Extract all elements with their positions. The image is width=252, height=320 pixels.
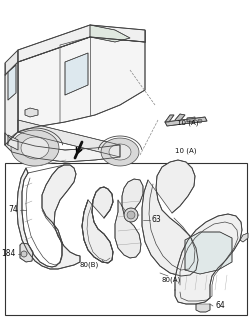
Bar [5, 163, 247, 315]
Polygon shape [124, 208, 138, 222]
Polygon shape [165, 117, 207, 126]
Polygon shape [115, 179, 143, 258]
Polygon shape [82, 187, 113, 263]
Polygon shape [101, 138, 139, 166]
Polygon shape [175, 214, 242, 304]
Polygon shape [142, 160, 198, 276]
Polygon shape [8, 65, 16, 100]
Text: 10 (A): 10 (A) [177, 120, 199, 126]
Polygon shape [175, 114, 185, 121]
Polygon shape [127, 211, 135, 219]
Polygon shape [196, 304, 210, 312]
Polygon shape [21, 251, 27, 257]
Polygon shape [11, 130, 59, 166]
Polygon shape [185, 232, 232, 274]
Text: 74: 74 [8, 205, 18, 214]
Polygon shape [25, 108, 38, 117]
Polygon shape [20, 243, 33, 262]
Text: 184: 184 [2, 250, 16, 259]
Text: 63: 63 [152, 215, 162, 225]
Polygon shape [165, 115, 174, 122]
Polygon shape [18, 25, 145, 62]
Polygon shape [18, 37, 145, 132]
Text: 64: 64 [215, 301, 225, 310]
Polygon shape [21, 137, 49, 159]
Polygon shape [5, 62, 18, 145]
Polygon shape [240, 233, 248, 242]
Polygon shape [8, 135, 18, 150]
Text: 80(A): 80(A) [162, 277, 181, 283]
Polygon shape [187, 117, 195, 122]
Polygon shape [109, 144, 131, 160]
Polygon shape [5, 133, 120, 162]
Polygon shape [90, 25, 130, 42]
Text: 10 (A): 10 (A) [175, 148, 197, 154]
Text: 80(B): 80(B) [80, 262, 99, 268]
Polygon shape [17, 165, 80, 269]
Polygon shape [198, 119, 202, 123]
Polygon shape [18, 120, 120, 157]
Polygon shape [5, 50, 18, 75]
Polygon shape [65, 53, 88, 95]
